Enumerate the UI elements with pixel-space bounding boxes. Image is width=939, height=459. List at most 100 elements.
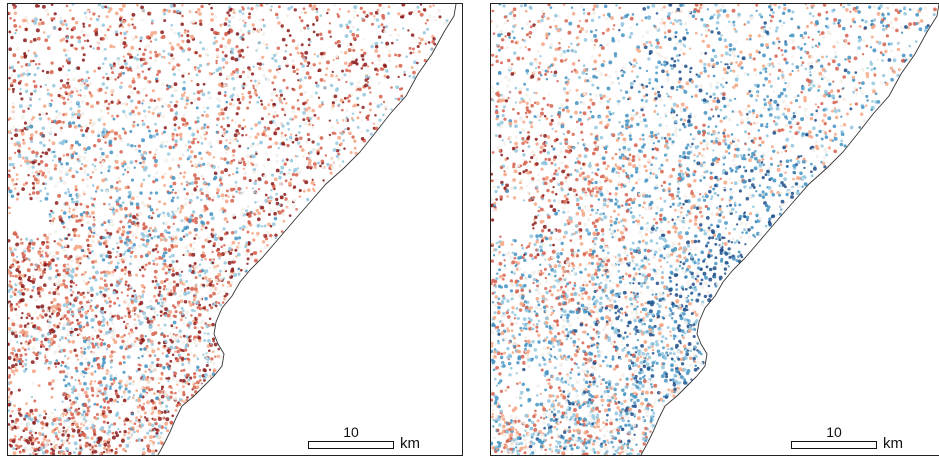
measurement-point [58, 67, 63, 72]
measurement-point [220, 207, 225, 211]
measurement-point [226, 123, 231, 128]
measurement-point [181, 74, 185, 78]
measurement-point [9, 275, 12, 278]
measurement-point [302, 111, 306, 115]
measurement-point [9, 414, 12, 418]
measurement-point [190, 128, 195, 132]
measurement-point [26, 322, 30, 325]
measurement-point [35, 28, 40, 33]
measurement-point [33, 20, 38, 25]
measurement-point [101, 338, 104, 342]
measurement-point [67, 425, 71, 429]
measurement-point [293, 167, 298, 172]
measurement-point [329, 35, 332, 38]
measurement-point [87, 400, 91, 403]
measurement-point [225, 106, 228, 109]
measurement-point [179, 289, 183, 293]
measurement-point [17, 305, 21, 309]
measurement-point [192, 20, 196, 24]
measurement-point [272, 53, 277, 58]
measurement-point [233, 273, 238, 277]
measurement-point [182, 392, 186, 397]
measurement-point [184, 48, 188, 52]
measurement-point [220, 125, 224, 129]
measurement-point [351, 32, 356, 37]
measurement-point [23, 348, 27, 352]
measurement-point [387, 49, 392, 53]
measurement-point [163, 229, 168, 233]
measurement-point [323, 86, 327, 90]
measurement-point [356, 28, 360, 32]
measurement-point [119, 42, 124, 46]
measurement-point [101, 258, 106, 262]
measurement-point [103, 415, 107, 419]
measurement-point [340, 76, 344, 80]
measurement-point [275, 197, 279, 202]
measurement-point [123, 101, 127, 106]
measurement-point [161, 352, 165, 355]
measurement-point [125, 30, 129, 33]
measurement-point [38, 294, 42, 298]
measurement-point [283, 110, 288, 115]
measurement-point [105, 270, 109, 274]
measurement-point [162, 235, 166, 239]
measurement-point [216, 264, 220, 268]
measurement-point [302, 102, 306, 106]
measurement-point [84, 129, 89, 133]
measurement-point [115, 433, 120, 438]
measurement-point [394, 97, 398, 101]
measurement-point [131, 221, 135, 225]
measurement-point [196, 140, 200, 144]
measurement-point [168, 255, 172, 259]
measurement-point [363, 51, 367, 55]
measurement-point [8, 395, 11, 399]
measurement-point [272, 105, 275, 108]
measurement-point [112, 45, 116, 49]
measurement-point [216, 31, 220, 36]
measurement-point [14, 390, 18, 393]
measurement-point [277, 71, 280, 74]
measurement-point [245, 154, 250, 158]
measurement-point [196, 97, 201, 101]
measurement-point [383, 29, 387, 34]
measurement-point [117, 134, 122, 138]
measurement-point [99, 290, 103, 294]
measurement-point [96, 46, 101, 51]
measurement-point [149, 323, 153, 326]
measurement-point [219, 23, 223, 27]
measurement-point [45, 440, 50, 445]
measurement-point [164, 271, 168, 275]
measurement-point [23, 55, 27, 59]
measurement-point [360, 119, 364, 122]
measurement-point [38, 62, 41, 66]
measurement-point [266, 135, 270, 138]
measurement-point [258, 62, 263, 66]
measurement-point [65, 39, 69, 43]
measurement-point [236, 106, 241, 111]
measurement-point [48, 212, 51, 216]
measurement-point [14, 307, 18, 311]
measurement-point [159, 377, 163, 381]
measurement-point [155, 263, 159, 266]
measurement-point [213, 236, 218, 241]
measurement-point [23, 121, 28, 125]
measurement-point [299, 92, 304, 97]
measurement-point [42, 446, 46, 450]
measurement-point [167, 231, 171, 235]
measurement-point [104, 320, 108, 324]
measurement-point [312, 30, 316, 34]
measurement-point [31, 289, 34, 292]
measurement-point [306, 165, 310, 170]
measurement-point [148, 388, 152, 392]
measurement-point [224, 91, 227, 94]
measurement-point [146, 320, 151, 324]
measurement-point [155, 208, 159, 211]
measurement-point [139, 347, 143, 351]
measurement-point [92, 224, 96, 228]
measurement-point [291, 172, 296, 177]
measurement-point [210, 6, 213, 10]
measurement-point [111, 114, 114, 118]
measurement-point [41, 242, 45, 246]
measurement-point [353, 5, 358, 10]
measurement-point [92, 12, 96, 16]
